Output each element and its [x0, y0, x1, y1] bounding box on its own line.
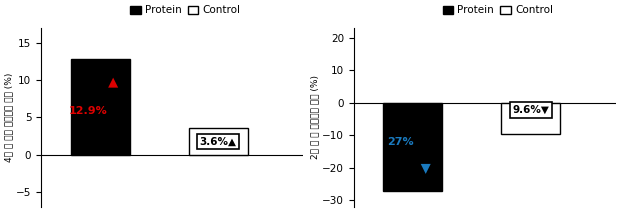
Bar [501, 103, 560, 134]
Y-axis label: 4주 후 어깨 근육기능 변화 (%): 4주 후 어깨 근육기능 변화 (%) [4, 73, 13, 162]
Text: 12.9%: 12.9% [69, 107, 108, 116]
Text: 27%: 27% [388, 137, 414, 147]
Y-axis label: 2주 후 간 지방함량 변화 (%): 2주 후 간 지방함량 변화 (%) [310, 76, 319, 160]
Legend: Protein, Control: Protein, Control [126, 1, 244, 20]
Text: 9.6%▼: 9.6%▼ [512, 105, 549, 115]
Bar [71, 59, 130, 155]
Bar [188, 128, 247, 155]
Legend: Protein, Control: Protein, Control [438, 1, 557, 20]
Text: 3.6%▲: 3.6%▲ [200, 136, 237, 146]
Bar [383, 103, 442, 191]
